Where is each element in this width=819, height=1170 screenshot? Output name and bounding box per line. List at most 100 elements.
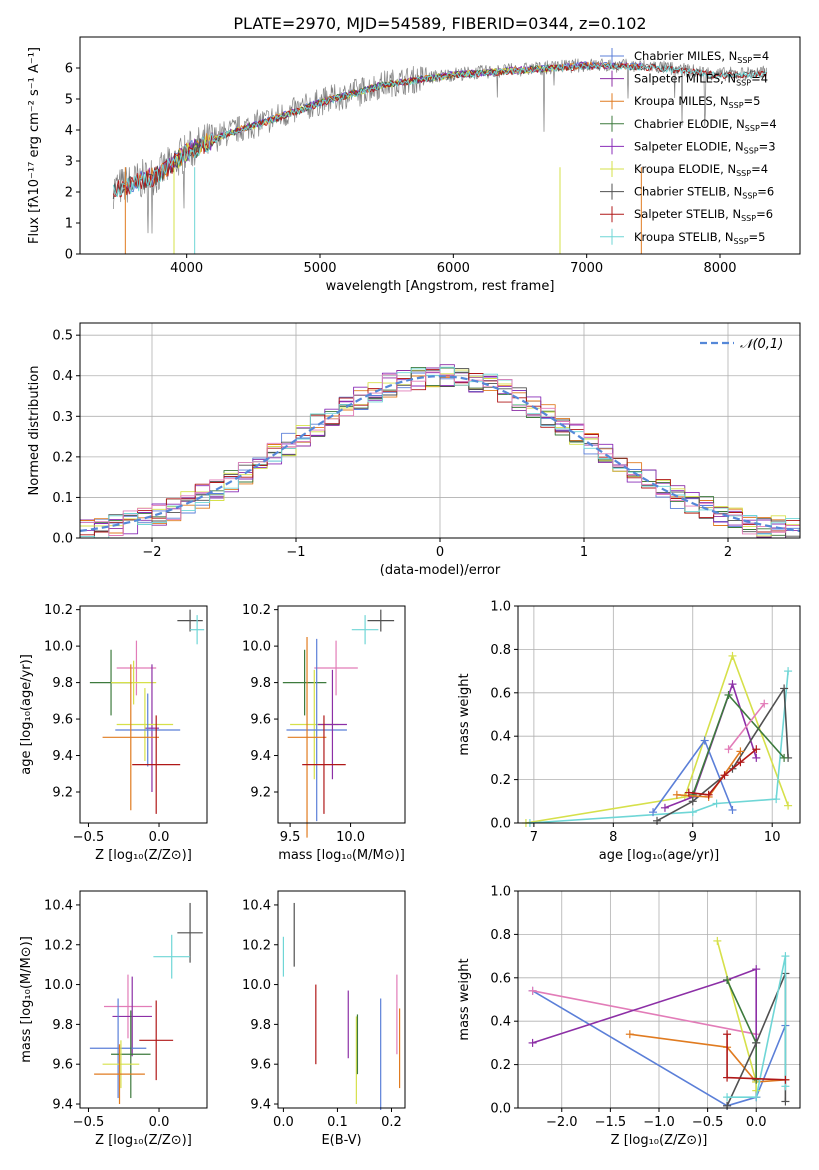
x-tick-label: 2 — [724, 545, 732, 560]
y-tick-label: 9.4 — [52, 1098, 73, 1113]
weight-line-kroupa_stelib — [529, 671, 789, 824]
y-tick-label: 10.0 — [44, 640, 73, 655]
y-tick-label: 10.4 — [44, 898, 73, 913]
x-tick-label: −1.0 — [643, 1115, 675, 1130]
x-axis-label: Z [log₁₀(Z/Z⊙)] — [95, 848, 192, 863]
y-tick-label: 10.0 — [242, 640, 271, 655]
y-tick-label: 0.0 — [52, 532, 73, 547]
x-axis-label: Z [log₁₀(Z/Z⊙)] — [95, 1133, 192, 1148]
axes-frame — [79, 36, 801, 255]
x-tick-label: 0.0 — [149, 1115, 170, 1130]
x-tick-label: 8000 — [703, 261, 736, 276]
x-tick-label: 9 — [689, 830, 697, 845]
y-tick-label: 0.8 — [490, 643, 511, 658]
model-line-chabrier_elodie — [172, 64, 561, 172]
legend-label: Salpeter MILES, NSSP=4 — [634, 72, 768, 88]
y-axis-label: mass weight — [457, 958, 472, 1040]
y-tick-label: 9.6 — [52, 1058, 73, 1073]
legend-label: Kroupa MILES, NSSP=5 — [634, 94, 760, 110]
weight-line-salpeter_miles — [532, 968, 758, 1098]
y-tick-label: 9.2 — [52, 786, 73, 801]
x-axis-label: mass [log₁₀(M/M⊙)] — [278, 848, 405, 863]
legend-label: Kroupa STELIB, NSSP=5 — [634, 230, 765, 246]
x-tick-label: 1 — [580, 545, 588, 560]
y-tick-label: 10.2 — [44, 603, 73, 618]
legend-gaussian-label: 𝒩(0,1) — [740, 337, 783, 352]
y-tick-label: 10.2 — [242, 938, 271, 953]
axes-frame — [277, 890, 406, 1109]
y-tick-label: 0.2 — [490, 1058, 511, 1073]
y-tick-label: 10.2 — [44, 938, 73, 953]
legend-label: Salpeter STELIB, NSSP=6 — [634, 207, 773, 223]
y-tick-label: 0.2 — [52, 450, 73, 465]
model-line-kroupa_elodie — [172, 65, 561, 169]
hist-pink — [79, 371, 800, 538]
y-tick-label: 0.2 — [490, 773, 511, 788]
weight-line-chabrier_miles — [532, 990, 787, 1107]
y-tick-label: 10.4 — [242, 898, 271, 913]
x-axis-label: (data-model)/error — [380, 563, 501, 578]
y-tick-label: 0.6 — [490, 971, 511, 986]
model-line-salpeter_elodie — [172, 64, 561, 168]
y-tick-label: 0.0 — [490, 817, 511, 832]
weight-line-pink — [727, 703, 765, 750]
panel-weight_vs_Z: −2.0 −1.5 −1.0 −0.5 0.0 0.0 0.2 0.4 0.6 0.8 1.0 Z [… — [457, 885, 801, 1148]
x-tick-label: 7 — [530, 830, 538, 845]
axes-frame — [277, 605, 406, 824]
y-tick-label: 0.4 — [490, 1015, 511, 1030]
y-tick-label: 0.1 — [52, 491, 73, 506]
panel-mass_vs_Z: −0.5 0.0 9.4 9.6 9.8 10.0 10.2 10.4 Z [log₁₀(Z/Z… — [19, 890, 208, 1148]
hist-chabrier_stelib — [80, 368, 800, 539]
panel-age_vs_Z: −0.5 0.0 9.2 9.4 9.6 9.8 10.0 10.2 Z [log₁₀(Z/Z⊙… — [19, 603, 208, 863]
y-tick-label: 0.0 — [490, 1102, 511, 1117]
y-tick-label: 0.4 — [52, 369, 73, 384]
x-tick-label: −1.5 — [595, 1115, 627, 1130]
panels: 4000 5000 6000 7000 8000 0 1 2 3 4 5 6 wavelength [A… — [19, 36, 801, 1148]
y-axis-label: Flux [fλ10⁻¹⁷ erg cm⁻² s⁻¹ A⁻¹] — [27, 47, 42, 244]
model-line-salpeter_miles — [124, 61, 642, 193]
y-tick-label: 2 — [65, 186, 73, 201]
x-axis-label: wavelength [Angstrom, rest frame] — [326, 279, 555, 294]
x-tick-label: 6000 — [437, 261, 470, 276]
y-tick-label: 10.0 — [44, 978, 73, 993]
y-tick-label: 0.3 — [52, 410, 73, 425]
x-tick-label: 9.5 — [280, 830, 301, 845]
y-axis-label: mass [log₁₀(M/M⊙)] — [19, 936, 34, 1063]
y-tick-label: 9.4 — [250, 1098, 271, 1113]
panel-mass_vs_ebv: 0.0 0.1 0.2 9.4 9.6 9.8 10.0 10.2 10.4 E(B-V) — [242, 890, 406, 1148]
x-tick-label: −0.5 — [692, 1115, 724, 1130]
y-tick-label: 9.8 — [52, 676, 73, 691]
x-tick-label: −0.5 — [73, 830, 105, 845]
x-tick-label: 4000 — [170, 261, 203, 276]
x-tick-label: −1 — [286, 545, 305, 560]
x-tick-label: 0.2 — [381, 1115, 402, 1130]
y-tick-label: 0 — [65, 248, 73, 263]
weight-line-kroupa_stelib — [727, 955, 787, 1098]
y-tick-label: 9.8 — [250, 1018, 271, 1033]
y-axis-label: Normed distribution — [27, 366, 42, 496]
x-tick-label: −2.0 — [546, 1115, 578, 1130]
figure-title: PLATE=2970, MJD=54589, FIBERID=0344, z=0… — [233, 14, 646, 33]
y-tick-label: 0.4 — [490, 730, 511, 745]
x-tick-label: 5000 — [303, 261, 336, 276]
y-tick-label: 5 — [65, 93, 73, 108]
axes-frame — [517, 605, 801, 824]
x-tick-label: 0 — [436, 545, 444, 560]
y-tick-label: 10.2 — [242, 603, 271, 618]
x-axis-label: E(B-V) — [321, 1133, 361, 1148]
axes-frame — [79, 890, 208, 1109]
panel-residuals: −2 −1 0 1 2 0.0 0.1 0.2 0.3 0.4 0.5 (data-model)/er… — [27, 322, 801, 578]
x-tick-label: 0.1 — [327, 1115, 348, 1130]
weight-line-kroupa_miles — [629, 1033, 786, 1083]
legend-label: Kroupa ELODIE, NSSP=4 — [634, 162, 768, 178]
legend-label: Chabrier STELIB, NSSP=6 — [634, 185, 774, 201]
panel-weight_vs_age: 7 8 9 10 0.0 0.2 0.4 0.6 0.8 1.0 age [log₁₀(age/yr… — [457, 600, 801, 863]
x-tick-label: 10 — [764, 830, 781, 845]
y-tick-label: 9.8 — [250, 676, 271, 691]
y-tick-label: 3 — [65, 155, 73, 170]
legend-label: Salpeter ELODIE, NSSP=3 — [634, 139, 776, 155]
weight-line-pink — [532, 990, 757, 1035]
model-line-kroupa_stelib — [112, 63, 768, 198]
y-axis-label: age [log₁₀(age/yr)] — [19, 654, 34, 775]
